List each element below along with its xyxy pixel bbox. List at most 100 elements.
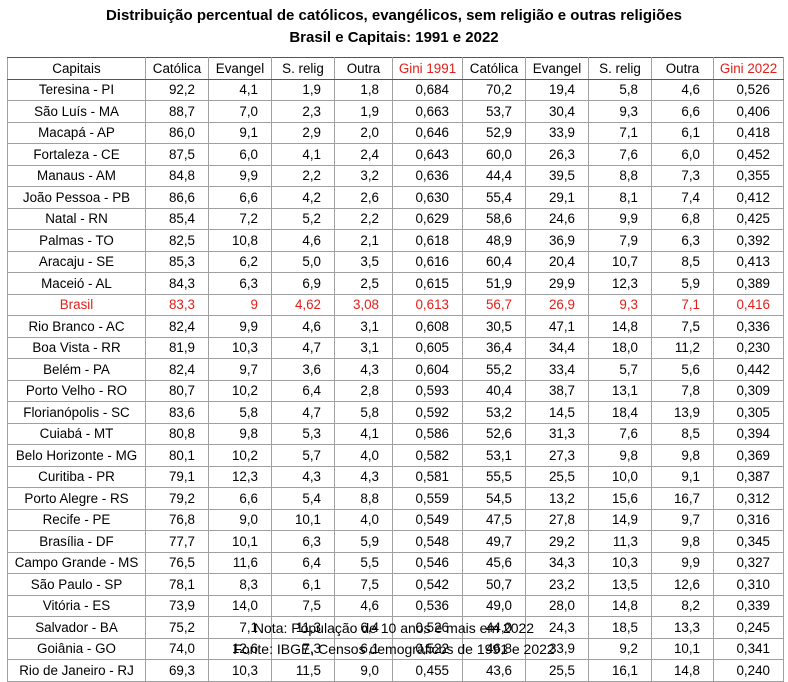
value-cell: 43,6 (462, 659, 526, 682)
value-cell: 18,0 (588, 336, 652, 359)
value-cell: 0,327 (713, 551, 784, 574)
value-cell: 81,9 (145, 336, 209, 359)
value-cell: 9,1 (651, 465, 714, 488)
capital-cell: Rio de Janeiro - RJ (7, 659, 146, 682)
value-cell: 0,592 (392, 401, 463, 424)
value-cell: 0,305 (713, 401, 784, 424)
value-cell: 50,7 (462, 573, 526, 596)
value-cell: 0,586 (392, 422, 463, 445)
value-cell: 0,629 (392, 207, 463, 230)
religion-table: Capitais Católica Evangel S. relig Outra Gini… (7, 57, 784, 682)
value-cell: 52,6 (462, 422, 526, 445)
value-cell: 3,5 (334, 250, 393, 273)
value-cell: 7,5 (271, 594, 335, 617)
capital-cell: São Paulo - SP (7, 573, 146, 596)
value-cell: 4,6 (271, 229, 335, 252)
value-cell: 5,8 (208, 401, 272, 424)
value-cell: 13,3 (651, 616, 714, 639)
value-cell: 5,0 (271, 250, 335, 273)
table-row: Goiânia - GO 74,0 12,6 7,3 6,1 0,522 46,8 33,9 9… (7, 637, 784, 660)
value-cell: 0,310 (713, 573, 784, 596)
value-cell: 9,8 (208, 422, 272, 445)
capital-cell: Curitiba - PR (7, 465, 146, 488)
value-cell: 34,3 (525, 551, 589, 574)
capital-cell: João Pessoa - PB (7, 186, 146, 209)
value-cell: 0,418 (713, 121, 784, 144)
value-cell: 0,416 (713, 293, 784, 316)
value-cell: 2,4 (334, 143, 393, 166)
value-cell: 55,5 (462, 465, 526, 488)
value-cell: 9,9 (651, 551, 714, 574)
value-cell: 49,0 (462, 594, 526, 617)
value-cell: 8,2 (651, 594, 714, 617)
value-cell: 31,3 (525, 422, 589, 445)
value-cell: 0,549 (392, 508, 463, 531)
value-cell: 6,4 (271, 379, 335, 402)
value-cell: 85,3 (145, 250, 209, 273)
value-cell: 0,536 (392, 594, 463, 617)
value-cell: 4,0 (334, 508, 393, 531)
table-row: Cuiabá - MT 80,8 9,8 5,3 4,1 0,586 52,6 31,3 7,6… (7, 422, 784, 445)
table-row: Salvador - BA 75,2 7,1 11,3 6,4 0,526 44,0 24,3… (7, 616, 784, 639)
value-cell: 0,643 (392, 143, 463, 166)
value-cell: 4,0 (334, 444, 393, 467)
value-cell: 5,7 (271, 444, 335, 467)
value-cell: 10,7 (588, 250, 652, 273)
value-cell: 29,1 (525, 186, 589, 209)
value-cell: 2,6 (334, 186, 393, 209)
value-cell: 84,8 (145, 164, 209, 187)
value-cell: 5,5 (334, 551, 393, 574)
value-cell: 14,9 (588, 508, 652, 531)
value-cell: 10,1 (208, 530, 272, 553)
value-cell: 39,5 (525, 164, 589, 187)
value-cell: 84,3 (145, 272, 209, 295)
value-cell: 11,5 (271, 659, 335, 682)
column-header: Evangel (208, 57, 272, 80)
table-body: Teresina - PI 92,2 4,1 1,9 1,8 0,684 70,2 19,4 5… (7, 78, 784, 682)
value-cell: 73,9 (145, 594, 209, 617)
table-row: Recife - PE 76,8 9,0 10,1 4,0 0,549 47,5 27,8 14… (7, 508, 784, 531)
value-cell: 14,8 (651, 659, 714, 682)
value-cell: 5,6 (651, 358, 714, 381)
table-subtitle: Brasil e Capitais: 1991 e 2022 (289, 29, 499, 46)
value-cell: 76,8 (145, 508, 209, 531)
table-row: Boa Vista - RR 81,9 10,3 4,7 3,1 0,605 36,4 34,… (7, 336, 784, 359)
value-cell: 14,5 (525, 401, 589, 424)
table-row: São Luís - MA 88,7 7,0 2,3 1,9 0,663 53,7 30,4 9… (7, 100, 784, 123)
value-cell: 0,605 (392, 336, 463, 359)
value-cell: 4,6 (651, 78, 714, 101)
value-cell: 0,630 (392, 186, 463, 209)
value-cell: 5,9 (334, 530, 393, 553)
value-cell: 54,5 (462, 487, 526, 510)
value-cell: 83,6 (145, 401, 209, 424)
value-cell: 9,0 (208, 508, 272, 531)
value-cell: 6,0 (208, 143, 272, 166)
value-cell: 6,2 (208, 250, 272, 273)
value-cell: 14,8 (588, 594, 652, 617)
capital-cell: Belo Horizonte - MG (7, 444, 146, 467)
value-cell: 79,2 (145, 487, 209, 510)
value-cell: 7,5 (651, 315, 714, 338)
value-cell: 27,8 (525, 508, 589, 531)
value-cell: 0,455 (392, 659, 463, 682)
value-cell: 7,6 (588, 143, 652, 166)
capital-cell: Manaus - AM (7, 164, 146, 187)
value-cell: 2,2 (334, 207, 393, 230)
value-cell: 9,1 (208, 121, 272, 144)
value-cell: 19,4 (525, 78, 589, 101)
table-row: Campo Grande - MS 76,5 11,6 6,4 5,5 0,546 45,6… (7, 551, 784, 574)
value-cell: 52,9 (462, 121, 526, 144)
value-cell: 0,526 (713, 78, 784, 101)
value-cell: 3,2 (334, 164, 393, 187)
value-cell: 7,2 (208, 207, 272, 230)
value-cell: 0,636 (392, 164, 463, 187)
column-header: Outra (334, 57, 393, 80)
value-cell: 11,2 (651, 336, 714, 359)
value-cell: 9,8 (651, 530, 714, 553)
table-row: Porto Velho - RO 80,7 10,2 6,4 2,8 0,593 40,4 3… (7, 379, 784, 402)
capital-cell: Fortaleza - CE (7, 143, 146, 166)
value-cell: 4,3 (334, 465, 393, 488)
value-cell: 18,4 (588, 401, 652, 424)
value-cell: 69,3 (145, 659, 209, 682)
value-cell: 3,1 (334, 336, 393, 359)
